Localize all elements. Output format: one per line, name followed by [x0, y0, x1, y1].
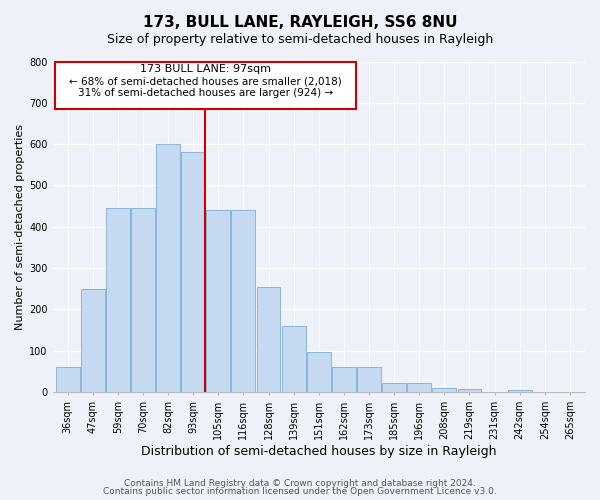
FancyBboxPatch shape — [55, 62, 356, 109]
Bar — [508, 390, 532, 392]
Bar — [56, 367, 80, 392]
Bar — [433, 388, 456, 392]
Bar — [106, 208, 130, 392]
Bar — [458, 388, 481, 392]
Bar — [181, 152, 205, 392]
Bar — [332, 367, 356, 392]
Y-axis label: Number of semi-detached properties: Number of semi-detached properties — [15, 124, 25, 330]
X-axis label: Distribution of semi-detached houses by size in Rayleigh: Distribution of semi-detached houses by … — [141, 444, 497, 458]
Bar — [81, 288, 104, 392]
Text: ← 68% of semi-detached houses are smaller (2,018): ← 68% of semi-detached houses are smalle… — [69, 77, 342, 87]
Bar — [232, 210, 256, 392]
Bar — [357, 367, 381, 392]
Bar — [156, 144, 180, 392]
Text: 31% of semi-detached houses are larger (924) →: 31% of semi-detached houses are larger (… — [78, 88, 333, 99]
Text: 173 BULL LANE: 97sqm: 173 BULL LANE: 97sqm — [140, 64, 271, 74]
Text: Contains public sector information licensed under the Open Government Licence v3: Contains public sector information licen… — [103, 487, 497, 496]
Bar — [131, 208, 155, 392]
Bar — [257, 286, 280, 392]
Bar — [307, 352, 331, 392]
Bar — [382, 383, 406, 392]
Bar — [407, 383, 431, 392]
Text: Contains HM Land Registry data © Crown copyright and database right 2024.: Contains HM Land Registry data © Crown c… — [124, 478, 476, 488]
Text: Size of property relative to semi-detached houses in Rayleigh: Size of property relative to semi-detach… — [107, 32, 493, 46]
Bar — [282, 326, 305, 392]
Bar — [206, 210, 230, 392]
Text: 173, BULL LANE, RAYLEIGH, SS6 8NU: 173, BULL LANE, RAYLEIGH, SS6 8NU — [143, 15, 457, 30]
